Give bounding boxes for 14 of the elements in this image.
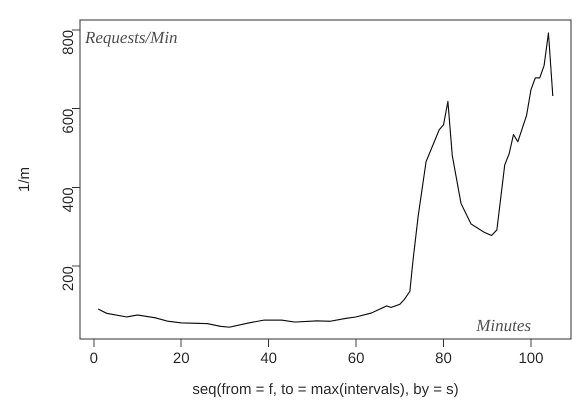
x-tick-label: 60: [348, 350, 364, 368]
annotation: Requests/Min: [84, 28, 178, 47]
x-tick-label: 20: [172, 350, 190, 368]
y-tick-label: 200: [60, 266, 78, 292]
y-tick-label: 800: [60, 30, 78, 55]
y-tick-label: 600: [60, 108, 78, 134]
x-axis-title: seq(from = f, to = max(intervals), by = s): [192, 381, 459, 398]
x-tick-label: 0: [90, 350, 98, 368]
x-tick-label: 80: [435, 350, 452, 368]
y-tick-label: 400: [60, 187, 78, 212]
x-tick-label: 40: [260, 350, 278, 368]
y-axis-title: 1/m: [16, 166, 34, 192]
x-tick-label: 100: [518, 350, 544, 368]
annotation: Minutes: [475, 316, 532, 335]
